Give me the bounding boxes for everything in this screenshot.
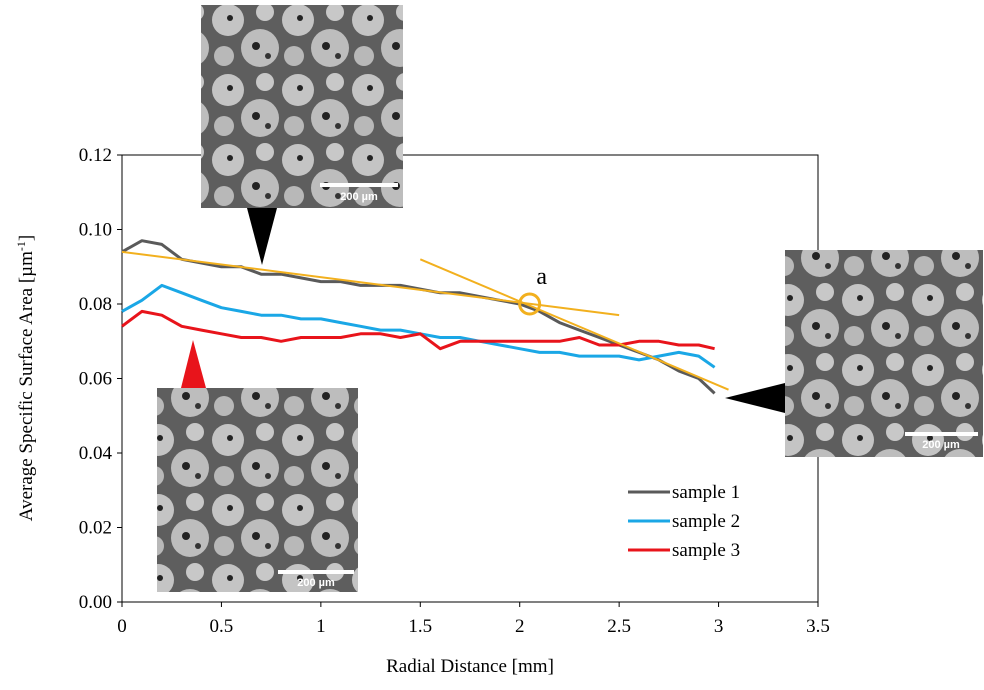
pointer-arrow [247,208,277,265]
y-tick-label: 0.04 [79,443,113,464]
trend-line [121,250,620,317]
inset-right: 200 µm [725,250,983,457]
x-axis-title: Radial Distance [mm] [386,656,554,677]
inset-top: 200 µm [201,5,403,265]
inset-bottom: 200 µm [157,340,358,592]
intersection-marker [518,292,542,316]
micrograph [201,5,403,208]
legend-label: sample 3 [672,540,740,561]
series-line [121,283,716,369]
x-tick-label: 1 [316,616,326,637]
legend-label: sample 1 [672,482,740,503]
marker-label: a [536,264,547,290]
y-axis-title-end: ] [16,235,37,241]
pointer-arrow [181,340,206,388]
y-tick-label: 0.02 [79,518,112,539]
x-tick-label: 0 [117,616,127,637]
x-tick-label: 3.5 [806,616,830,637]
legend-label: sample 2 [672,511,740,532]
y-tick-label: 0.00 [79,592,112,613]
scale-label: 200 µm [922,439,960,451]
plot: 0 0.5 1 1.5 2 2.5 3 3.5 0.00 0.02 0.04 0.06 0.08 0.10… [79,145,830,637]
y-tick-label: 0.08 [79,294,112,315]
series-line [121,309,715,351]
x-tick-label: 2 [515,616,525,637]
y-tick-label: 0.12 [79,145,112,166]
scale-label: 200 µm [340,191,378,203]
y-axis-title-main: Average Specific Surface Area [µm [16,251,37,521]
x-tick-label: 3 [714,616,724,637]
micrograph [157,388,358,592]
y-axis-title: Average Specific Surface Area [µm-1] [14,235,37,521]
pointer-arrow [725,383,785,413]
y-tick-label: 0.06 [79,369,112,390]
scale-label: 200 µm [297,577,335,589]
x-tick-label: 1.5 [408,616,432,637]
micrograph [785,250,983,457]
y-tick-label: 0.10 [79,220,112,241]
x-tick-label: 2.5 [607,616,631,637]
x-tick-label: 0.5 [210,616,234,637]
y-axis-title-sup: -1 [14,241,28,251]
trend-line [419,258,729,391]
